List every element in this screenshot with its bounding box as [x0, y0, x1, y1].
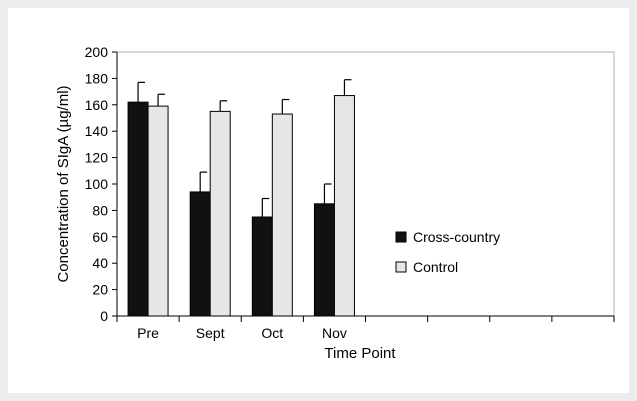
bar	[251, 216, 273, 317]
bar	[313, 203, 335, 317]
x-axis: Pre Sept Oct Nov	[116, 315, 615, 341]
bar	[209, 110, 231, 317]
legend-label: Control	[413, 259, 458, 275]
y-tick-label: 40	[92, 255, 108, 271]
legend: Cross-country Control	[395, 229, 500, 275]
y-tick-label: 0	[100, 308, 108, 324]
y-tick-label: 100	[85, 176, 109, 192]
y-tick-label: 200	[85, 44, 109, 60]
x-tick-label: Pre	[137, 325, 159, 341]
y-axis-label: Concentration of SIgA (µg/ml)	[55, 85, 72, 282]
y-tick-label: 160	[85, 97, 109, 113]
bars	[127, 79, 355, 317]
x-tick-label: Nov	[322, 325, 347, 341]
legend-label: Cross-country	[413, 229, 500, 245]
legend-swatch	[395, 231, 407, 243]
bar	[271, 113, 293, 317]
bar-chart: 0 20 40 60 80 100 120 140 160 180 200 Pre Sept Oct No…	[55, 44, 615, 362]
y-tick-label: 60	[92, 229, 108, 245]
bar	[147, 105, 169, 317]
x-tick-label: Oct	[261, 325, 283, 341]
y-tick-label: 20	[92, 282, 108, 298]
bar	[127, 101, 149, 317]
y-axis: 0 20 40 60 80 100 120 140 160 180 200	[85, 44, 615, 324]
y-tick-label: 140	[85, 123, 109, 139]
bar	[189, 191, 211, 317]
x-axis-label: Time Point	[324, 345, 396, 362]
bar	[333, 95, 355, 317]
y-tick-label: 180	[85, 70, 109, 86]
y-tick-label: 80	[92, 202, 108, 218]
x-tick-label: Sept	[196, 325, 225, 341]
y-tick-label: 120	[85, 150, 109, 166]
legend-swatch	[395, 261, 407, 273]
chart-panel: 0 20 40 60 80 100 120 140 160 180 200 Pre Sept Oct No…	[8, 8, 629, 393]
